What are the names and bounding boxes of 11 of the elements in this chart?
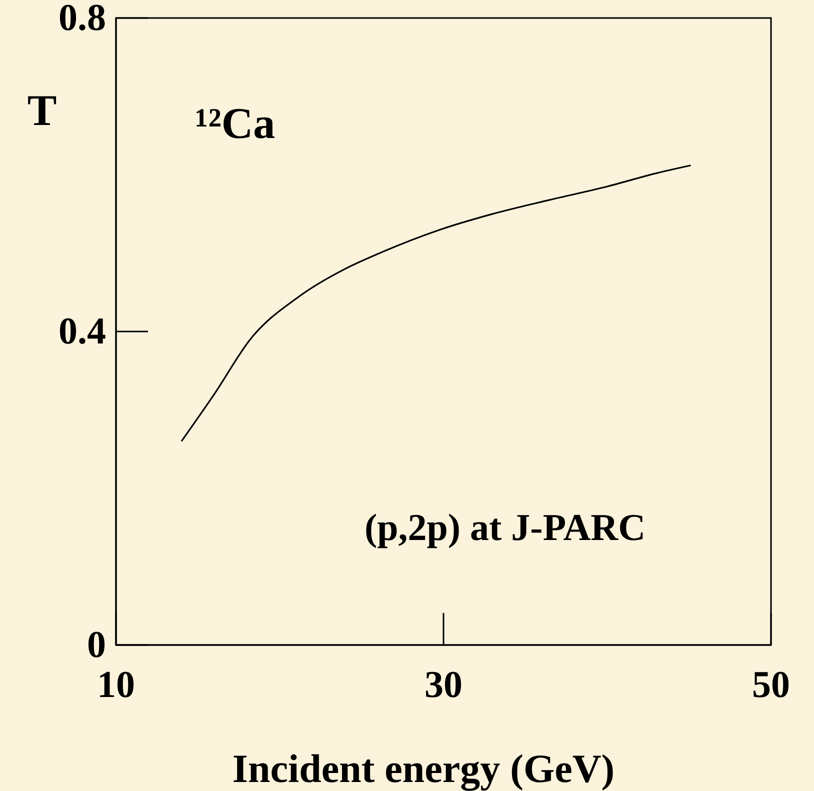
line-series: [180, 164, 692, 442]
y-axis-title: T: [27, 86, 57, 135]
y-tick-label: 0.8: [58, 0, 106, 40]
annotation: (p,2p) at J-PARC: [364, 507, 646, 549]
x-tick-label: 10: [97, 664, 135, 706]
y-tick-label: 0.4: [58, 310, 106, 353]
x-axis-title: Incident energy (GeV): [232, 746, 615, 791]
x-tick-label: 50: [752, 664, 790, 706]
x-tick-label: 30: [424, 664, 462, 706]
annotation: ¹²Ca: [195, 99, 276, 148]
y-tick-label: 0: [87, 624, 106, 666]
